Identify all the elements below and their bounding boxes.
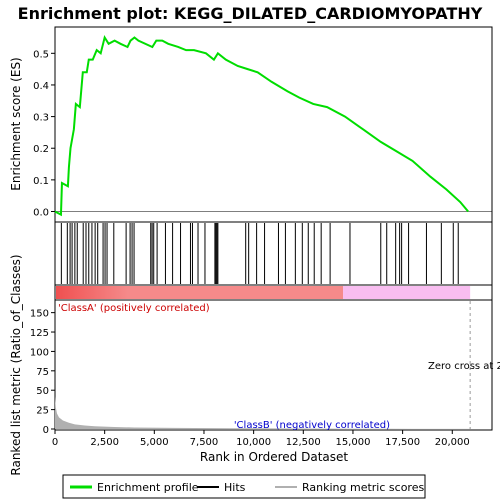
ranked-y-tick-label: 150: [30, 309, 49, 320]
zero-cross-label: Zero cross at 2: [428, 361, 500, 372]
ranked-panel-frame: [54, 299, 493, 431]
es-y-tick-label: 0.4: [33, 81, 49, 92]
positive-correlation-band: [56, 286, 344, 299]
x-axis-label: Rank in Ordered Dataset: [200, 450, 348, 464]
ranked-y-tick-label: 125: [30, 328, 49, 339]
ranked-x-axis: 0 2,500 5,000 7,500 10,000 12,500 15,000 17,500…: [52, 430, 470, 448]
ranked-y-tick-label: 0: [43, 425, 49, 436]
enrichment-y-axis: 0.0 0.1 0.2 0.3 0.4 0.5: [33, 49, 55, 219]
negative-correlation-band: [343, 286, 471, 299]
legend-label: Ranking metric scores: [302, 481, 424, 494]
legend-label: Hits: [224, 481, 246, 494]
x-tick-label: 0: [52, 437, 58, 448]
ranked-y-tick-label: 50: [36, 386, 49, 397]
ranked-y-axis-label: Ranked list metric (Ratio_of_Classes): [9, 254, 23, 475]
x-tick-label: 20,000: [435, 437, 470, 448]
x-tick-label: 17,500: [385, 437, 420, 448]
es-y-axis-label: Enrichment score (ES): [9, 57, 23, 190]
ranked-y-tick-label: 100: [30, 347, 49, 358]
class-b-label: 'ClassB' (negatively correlated): [234, 420, 390, 431]
es-y-tick-label: 0.5: [33, 49, 49, 60]
legend-box: [62, 474, 426, 499]
es-y-tick-label: 0.2: [33, 144, 49, 155]
chart-title: Enrichment plot: KEGG_DILATED_CARDIOMYOP…: [18, 4, 483, 23]
es-y-tick-label: 0.0: [33, 208, 49, 219]
ranked-y-tick-label: 75: [36, 367, 49, 378]
x-tick-label: 12,500: [286, 437, 321, 448]
class-a-label: 'ClassA' (positively correlated): [58, 303, 210, 314]
legend: Enrichment profile Hits Ranking metric sco…: [70, 481, 424, 494]
es-y-tick-label: 0.3: [33, 113, 49, 124]
x-tick-label: 10,000: [236, 437, 271, 448]
hit-marks: [60, 223, 459, 284]
es-y-tick-label: 0.1: [33, 176, 49, 187]
x-tick-label: 5,000: [140, 437, 169, 448]
x-tick-label: 2,500: [90, 437, 119, 448]
legend-label: Enrichment profile: [97, 481, 199, 494]
class-color-band: [56, 286, 471, 299]
x-tick-label: 15,000: [335, 437, 370, 448]
ranked-y-axis: 0 25 50 75 100 125 150: [30, 309, 55, 436]
ranked-y-tick-label: 25: [36, 406, 49, 417]
enrichment-profile-line: [54, 34, 469, 217]
x-tick-label: 7,500: [190, 437, 219, 448]
